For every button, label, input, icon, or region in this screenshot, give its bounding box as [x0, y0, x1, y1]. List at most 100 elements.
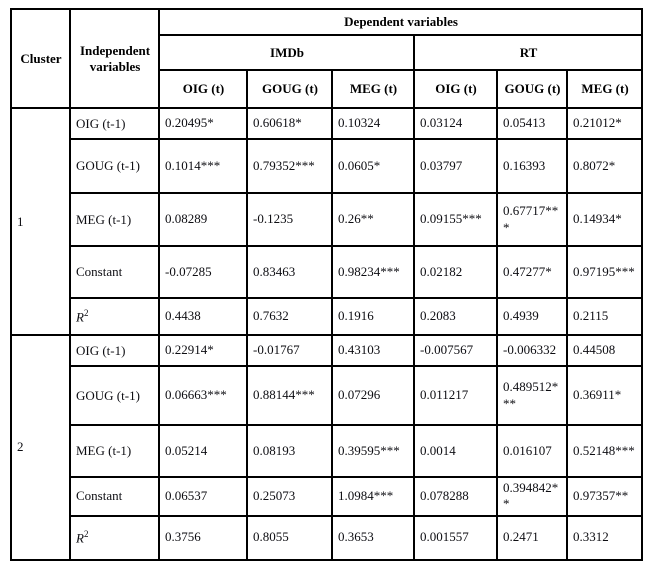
row-var-label: Constant: [69, 476, 160, 517]
cell-value: 0.88144***: [246, 365, 333, 426]
cell-value: 0.06537: [158, 476, 248, 517]
header-imdb-goug: GOUG (t): [246, 69, 333, 109]
cell-value: 0.36911*: [565, 365, 644, 426]
cell-value: 0.83463: [246, 245, 333, 299]
table-row: GOUG (t-1) 0.1014*** 0.79352*** 0.0605* …: [11, 138, 644, 194]
cell-value: 0.98234***: [331, 245, 415, 299]
row-var-label-r2: R2: [69, 297, 160, 336]
cell-value: 0.3756: [158, 514, 248, 561]
cell-value: -0.07285: [158, 245, 248, 299]
header-cluster: Cluster: [10, 8, 71, 109]
table-row: GOUG (t-1) 0.06663*** 0.88144*** 0.07296…: [11, 365, 644, 426]
cell-value: 0.60618*: [246, 107, 333, 140]
header-independent-variables: Independent variables: [69, 8, 160, 109]
table-row: Constant 0.06537 0.25073 1.0984*** 0.078…: [11, 476, 644, 517]
cell-value: 0.67717***: [496, 192, 568, 247]
cell-value: 0.3312: [565, 514, 644, 561]
cell-value: 0.078288: [413, 476, 498, 517]
cell-value: 0.7632: [246, 297, 333, 336]
header-imdb-oig: OIG (t): [158, 69, 248, 109]
header-row-subcols: OIG (t) GOUG (t) MEG (t) OIG (t) GOUG (t…: [11, 69, 644, 109]
cell-value: 0.09155***: [413, 192, 498, 247]
cell-value: 0.08193: [246, 424, 333, 478]
cell-value: 0.44508: [565, 334, 644, 367]
header-rt-oig: OIG (t): [413, 69, 498, 109]
cell-value: 0.97195***: [565, 245, 644, 299]
cell-value: 0.05413: [496, 107, 568, 140]
row-var-label: OIG (t-1): [69, 334, 160, 367]
r-squared-symbol: R: [76, 309, 84, 325]
r-squared-symbol: R: [76, 530, 84, 546]
cell-value: 0.001557: [413, 514, 498, 561]
row-var-label-r2: R2: [69, 514, 160, 561]
cell-value: 0.8055: [246, 514, 333, 561]
table-row: Constant -0.07285 0.83463 0.98234*** 0.0…: [11, 245, 644, 299]
cell-value: 0.25073: [246, 476, 333, 517]
cell-value: -0.01767: [246, 334, 333, 367]
table-row: MEG (t-1) 0.08289 -0.1235 0.26** 0.09155…: [11, 192, 644, 247]
cell-value: 0.97357**: [565, 476, 644, 517]
table-row: R2 0.3756 0.8055 0.3653 0.001557 0.2471 …: [11, 514, 644, 561]
cell-value: 0.4939: [496, 297, 568, 336]
cell-value: 0.43103: [331, 334, 415, 367]
cluster-2-label: 2: [10, 334, 71, 561]
cell-value: 0.21012*: [565, 107, 644, 140]
cell-value: 0.3653: [331, 514, 415, 561]
cell-value: 0.20495*: [158, 107, 248, 140]
cell-value: 0.1014***: [158, 138, 248, 194]
cell-value: 0.2083: [413, 297, 498, 336]
row-var-label: GOUG (t-1): [69, 365, 160, 426]
cell-value: 0.02182: [413, 245, 498, 299]
cell-value: -0.006332: [496, 334, 568, 367]
cell-value: 1.0984***: [331, 476, 415, 517]
cell-value: 0.8072*: [565, 138, 644, 194]
cell-value: 0.10324: [331, 107, 415, 140]
cluster-1-label: 1: [10, 107, 71, 336]
table-row: 1 OIG (t-1) 0.20495* 0.60618* 0.10324 0.…: [10, 107, 644, 336]
header-row-dependent: Cluster Independent variables Dependent …: [10, 8, 644, 109]
header-dependent-variables: Dependent variables: [157, 8, 644, 36]
cell-value: 0.47277*: [496, 245, 568, 299]
header-group-rt: RT: [412, 34, 644, 71]
row-var-label: Constant: [69, 245, 160, 299]
header-imdb-meg: MEG (t): [331, 69, 415, 109]
table-row: R2 0.4438 0.7632 0.1916 0.2083 0.4939 0.…: [11, 297, 644, 336]
cell-value: 0.4438: [158, 297, 248, 336]
cell-value: 0.14934*: [565, 192, 644, 247]
row-var-label: MEG (t-1): [69, 192, 160, 247]
header-rt-meg: MEG (t): [565, 69, 644, 109]
cell-value: 0.1916: [331, 297, 415, 336]
regression-results-table: Cluster Independent variables Dependent …: [10, 8, 644, 561]
cell-value: 0.16393: [496, 138, 568, 194]
cell-value: 0.2471: [496, 514, 568, 561]
cell-value: 0.016107: [496, 424, 568, 478]
row-var-label: OIG (t-1): [69, 107, 160, 140]
row-var-label: MEG (t-1): [69, 424, 160, 478]
cell-value: 0.39595***: [331, 424, 415, 478]
cell-value: 0.79352***: [246, 138, 333, 194]
cell-value: 0.011217: [413, 365, 498, 426]
cell-value: 0.394842**: [496, 476, 568, 517]
cell-value: 0.03124: [413, 107, 498, 140]
cell-value: 0.06663***: [158, 365, 248, 426]
cell-value: 0.52148***: [565, 424, 644, 478]
cell-value: 0.0014: [413, 424, 498, 478]
table-row: 2 OIG (t-1) 0.22914* -0.01767 0.43103 -0…: [10, 334, 644, 561]
cell-value: 0.03797: [413, 138, 498, 194]
cell-value: 0.08289: [158, 192, 248, 247]
cell-value: 0.22914*: [158, 334, 248, 367]
cell-value: -0.007567: [413, 334, 498, 367]
cell-value: 0.0605*: [331, 138, 415, 194]
cell-value: 0.26**: [331, 192, 415, 247]
header-rt-goug: GOUG (t): [496, 69, 568, 109]
cell-value: 0.2115: [565, 297, 644, 336]
cell-value: -0.1235: [246, 192, 333, 247]
header-row-groups: IMDb RT: [11, 34, 644, 71]
row-var-label: GOUG (t-1): [69, 138, 160, 194]
header-group-imdb: IMDb: [158, 34, 415, 71]
cell-value: 0.07296: [331, 365, 415, 426]
cell-value: 0.05214: [158, 424, 248, 478]
table-row: MEG (t-1) 0.05214 0.08193 0.39595*** 0.0…: [11, 424, 644, 478]
cell-value: 0.489512***: [496, 365, 568, 426]
